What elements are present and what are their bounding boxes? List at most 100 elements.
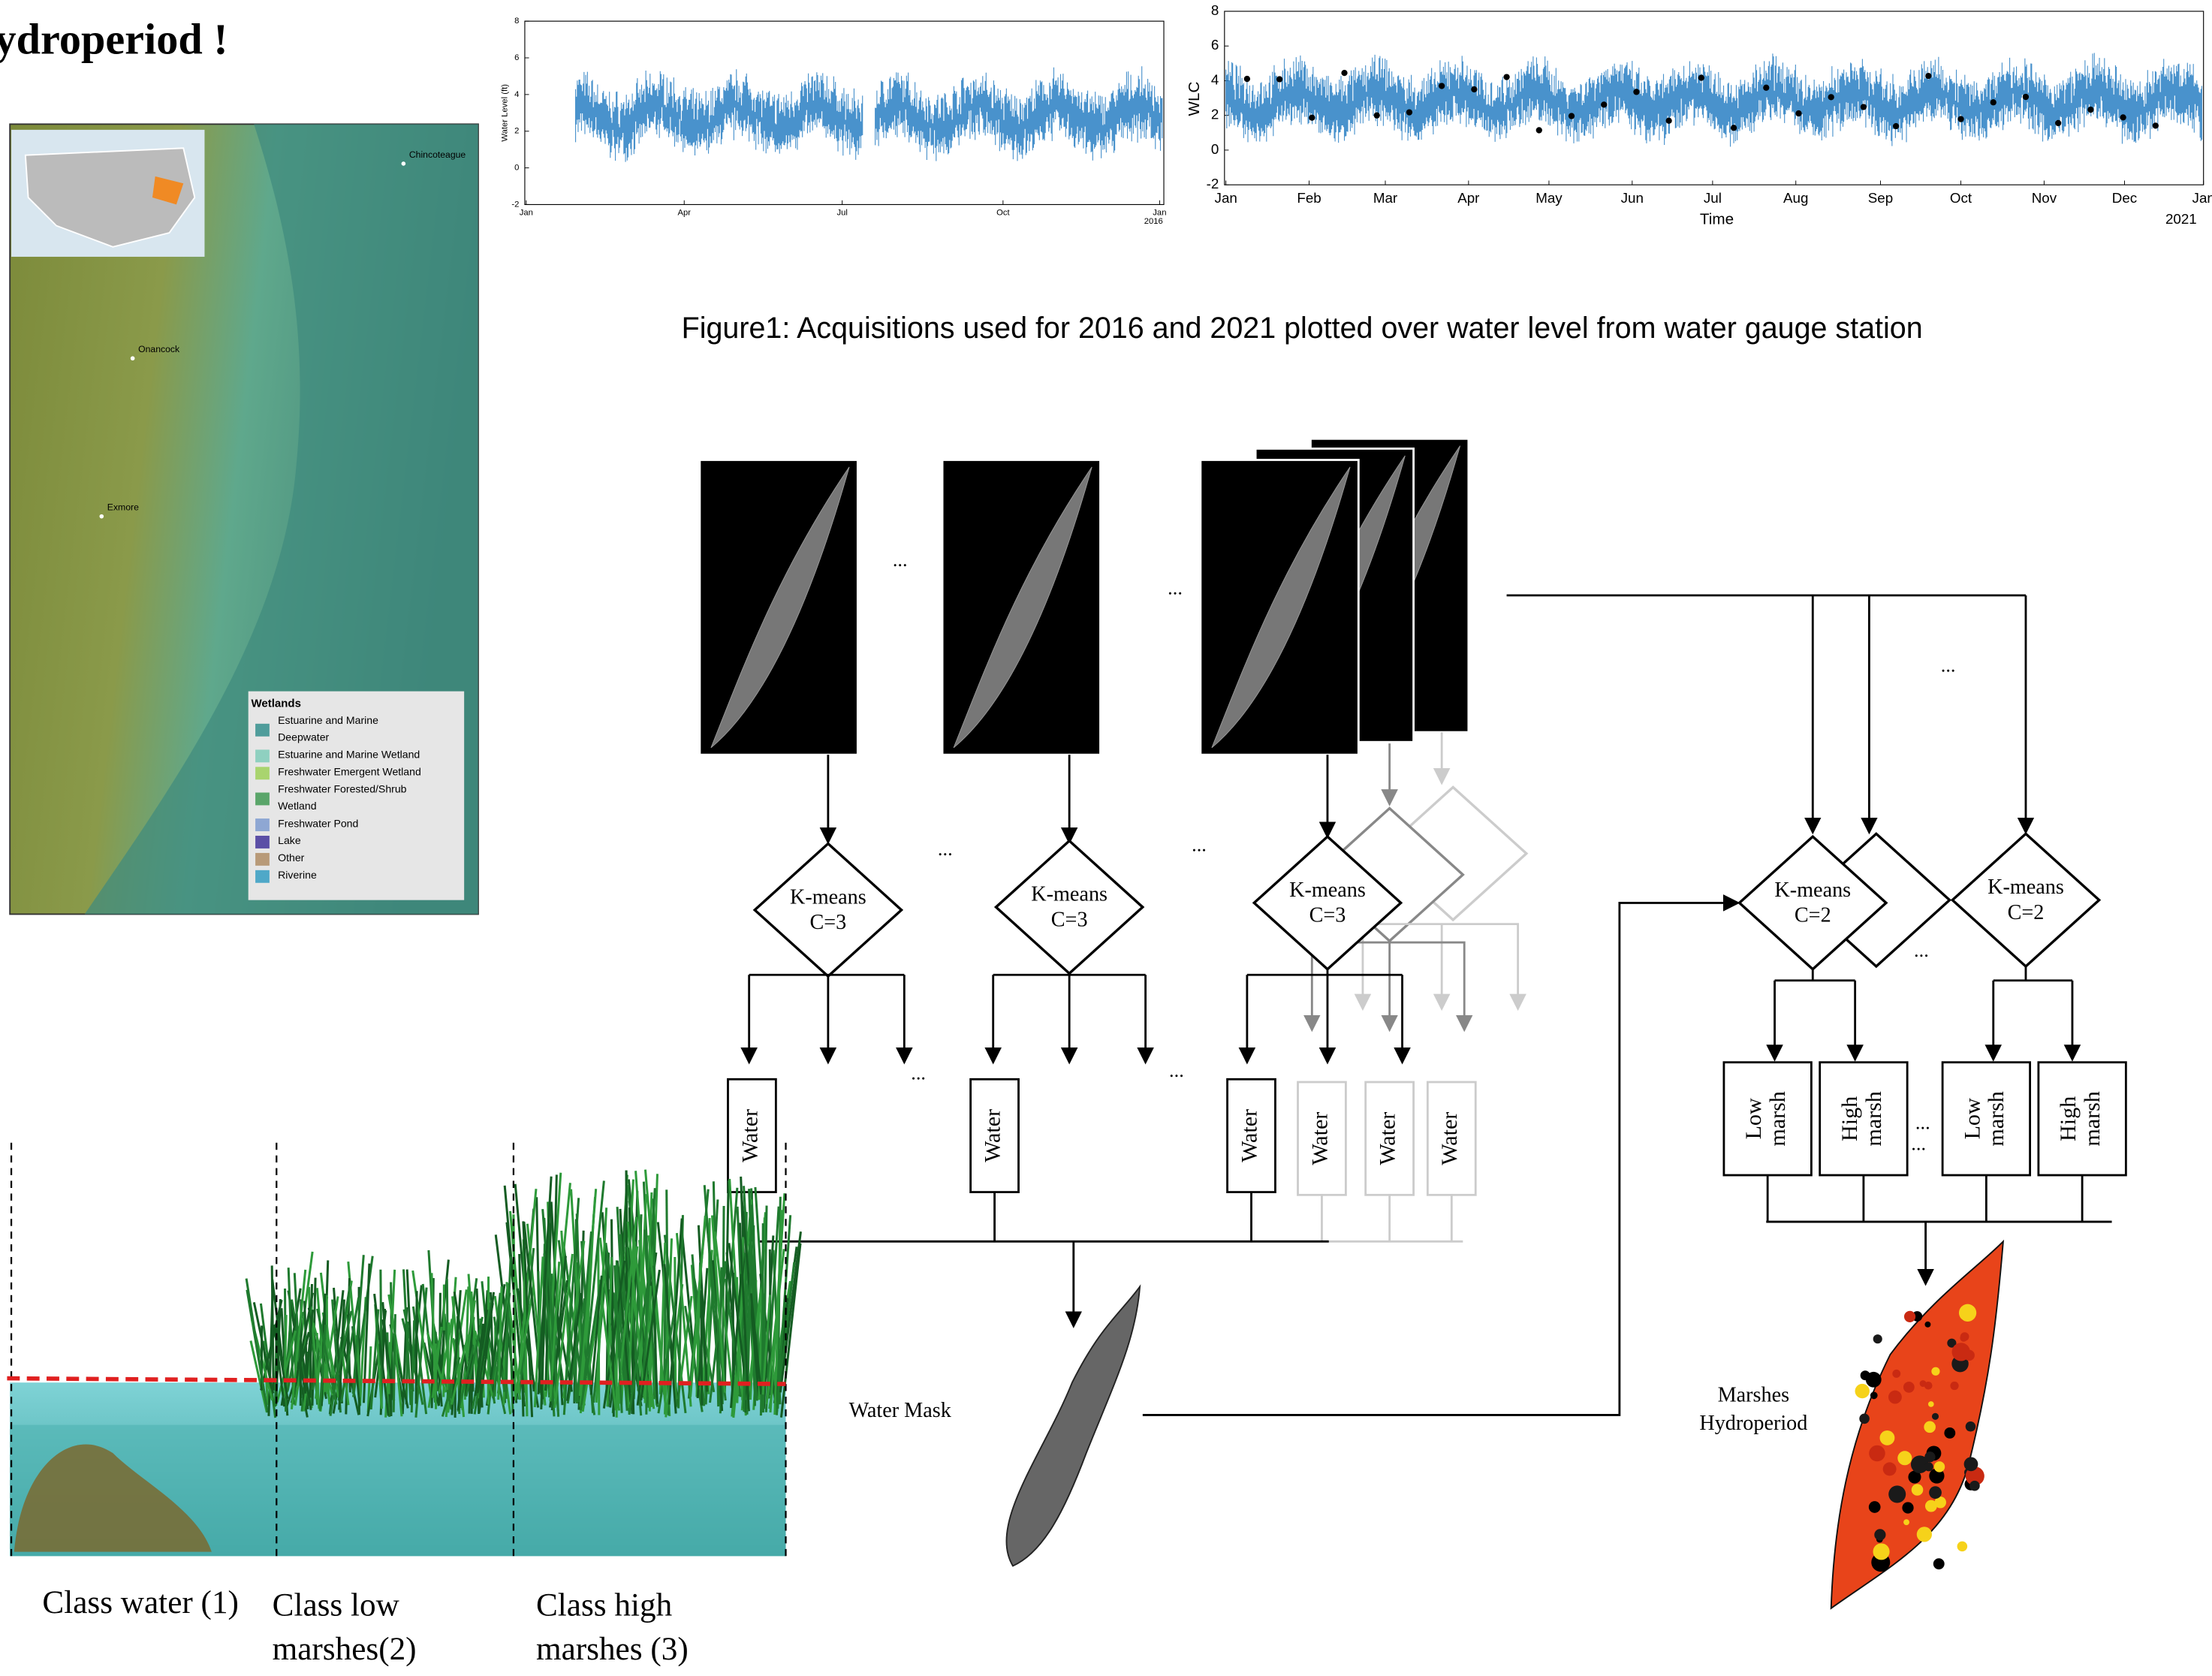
grass-blade [393, 1314, 395, 1412]
marsh-box-label: Low [1959, 1098, 1984, 1139]
y-tick-label: -2 [511, 200, 519, 209]
hydroperiod-texture [1902, 1502, 1913, 1513]
legend-swatch [255, 870, 270, 883]
x-tick-label: Apr [677, 209, 691, 218]
x-tick-label: Mar [1373, 190, 1397, 206]
acquisition-dot [2153, 122, 2159, 128]
marsh-box-label: marsh [1861, 1091, 1886, 1146]
hydroperiod-texture [1928, 1401, 1934, 1407]
x-axis-label: Time [1700, 211, 1734, 228]
x-tick-label: Apr [1457, 190, 1479, 206]
marsh-box-label: marsh [1983, 1091, 2009, 1146]
acquisition-dot [1861, 104, 1867, 110]
hydroperiod-texture [1903, 1519, 1909, 1525]
ellipsis: ... [1914, 939, 1929, 961]
marsh-box-label: High [1837, 1096, 1862, 1141]
legend-swatch [255, 818, 270, 831]
acquisition-dot [1309, 115, 1315, 121]
class-label: Class high [536, 1587, 673, 1623]
legend-swatch [255, 836, 270, 849]
year-label: 2016 [1144, 217, 1163, 226]
acquisition-dot [1569, 113, 1575, 119]
legend-label: Other [278, 852, 305, 864]
hydroperiod-texture [1934, 1461, 1945, 1472]
ellipsis: ... [1911, 1133, 1926, 1155]
hydroperiod-texture [1924, 1322, 1930, 1328]
hydroperiod-texture [1892, 1370, 1900, 1378]
legend-label: Freshwater Emergent Wetland [278, 766, 421, 778]
water-mask-image [1006, 1286, 1140, 1566]
acquisition-dot [1341, 70, 1347, 76]
town-label: Exmore [107, 502, 139, 513]
hydroperiod-texture [1924, 1451, 1935, 1462]
hydroperiod-texture [1933, 1558, 1945, 1569]
hydroperiod-texture [1873, 1543, 1890, 1560]
title: ydroperiod ! [0, 15, 228, 64]
class-label: marshes(2) [273, 1631, 417, 1667]
hydroperiod-texture [1859, 1414, 1870, 1424]
x-tick-label: Jan [2192, 190, 2212, 206]
grass-blade [701, 1290, 702, 1406]
legend-label: Estuarine and Marine Wetland [278, 749, 420, 761]
hydroperiod-texture [1966, 1421, 1976, 1432]
hydroperiod-texture [1883, 1462, 1897, 1476]
hydroperiod-label: Hydroperiod [1699, 1412, 1807, 1435]
acquisition-dot [1957, 116, 1963, 122]
x-tick-label: Jul [836, 209, 847, 218]
kmeans-param: C=3 [1051, 908, 1088, 931]
hydroperiod-texture [1866, 1372, 1882, 1388]
hydroperiod-texture [1855, 1384, 1870, 1398]
marsh-box-label: Low [1740, 1098, 1766, 1139]
town-dot [131, 356, 135, 360]
grass-blade [416, 1291, 417, 1403]
acquisition-dot [1990, 99, 1997, 105]
kmeans-param: C=2 [2008, 901, 2045, 924]
marsh-box-label: marsh [1764, 1091, 1790, 1146]
town-dot [402, 161, 406, 166]
hydroperiod-texture [1959, 1304, 1976, 1322]
hydroperiod-texture [1957, 1542, 1968, 1552]
year-label: 2021 [2165, 211, 2197, 227]
y-tick-label: 6 [1211, 37, 1219, 53]
hydroperiod-texture [1932, 1413, 1939, 1420]
x-tick-label: May [1535, 190, 1563, 206]
y-tick-label: 4 [514, 90, 519, 99]
x-tick-label: Jan [1153, 209, 1166, 218]
legend-title: Wetlands [251, 697, 300, 710]
acquisition-dot [1698, 74, 1704, 80]
x-tick-label: Jun [1621, 190, 1644, 206]
ellipsis: ... [1169, 1060, 1184, 1081]
acquisition-dot [1503, 74, 1509, 80]
acquisition-dot [1471, 86, 1477, 92]
legend-swatch [255, 793, 270, 806]
water-box-label: Water [737, 1109, 762, 1162]
legend-label: Freshwater Forested/Shrub [278, 782, 407, 794]
x-tick-label: Jul [1704, 190, 1722, 206]
y-tick-label: 8 [1211, 2, 1219, 18]
hydroperiod-texture [1950, 1382, 1958, 1390]
class-label: marshes (3) [536, 1631, 689, 1667]
y-tick-label: 0 [1211, 141, 1219, 157]
x-tick-label: Aug [1783, 190, 1808, 206]
ellipsis: ... [893, 549, 908, 571]
hydroperiod-texture [1888, 1485, 1906, 1503]
x-tick-label: Dec [2112, 190, 2137, 206]
page: ydroperiod ! ChincoteagueOnancockExmoreW… [0, 0, 2212, 1676]
hydroperiod-image [1831, 1241, 2003, 1608]
legend-label: Wetland [278, 800, 316, 812]
x-tick-label: Oct [1950, 190, 1972, 206]
legend-label: Riverine [278, 869, 317, 881]
acquisition-dot [1244, 76, 1250, 82]
town-label: Chincoteague [409, 149, 466, 160]
acquisition-dot [1439, 83, 1445, 89]
y-tick-label: 8 [514, 17, 519, 26]
hydroperiod-texture [1944, 1427, 1955, 1439]
marsh-box-label: marsh [2079, 1091, 2105, 1146]
acquisition-dot [1666, 118, 1672, 124]
grass-blade [514, 1214, 515, 1399]
hydroperiod-texture [1931, 1367, 1939, 1376]
class-label: Class low [273, 1587, 400, 1623]
water-box-label: Water [1236, 1109, 1261, 1162]
hydroperiod-texture [1903, 1382, 1915, 1393]
water-mask-label: Water Mask [849, 1399, 952, 1422]
